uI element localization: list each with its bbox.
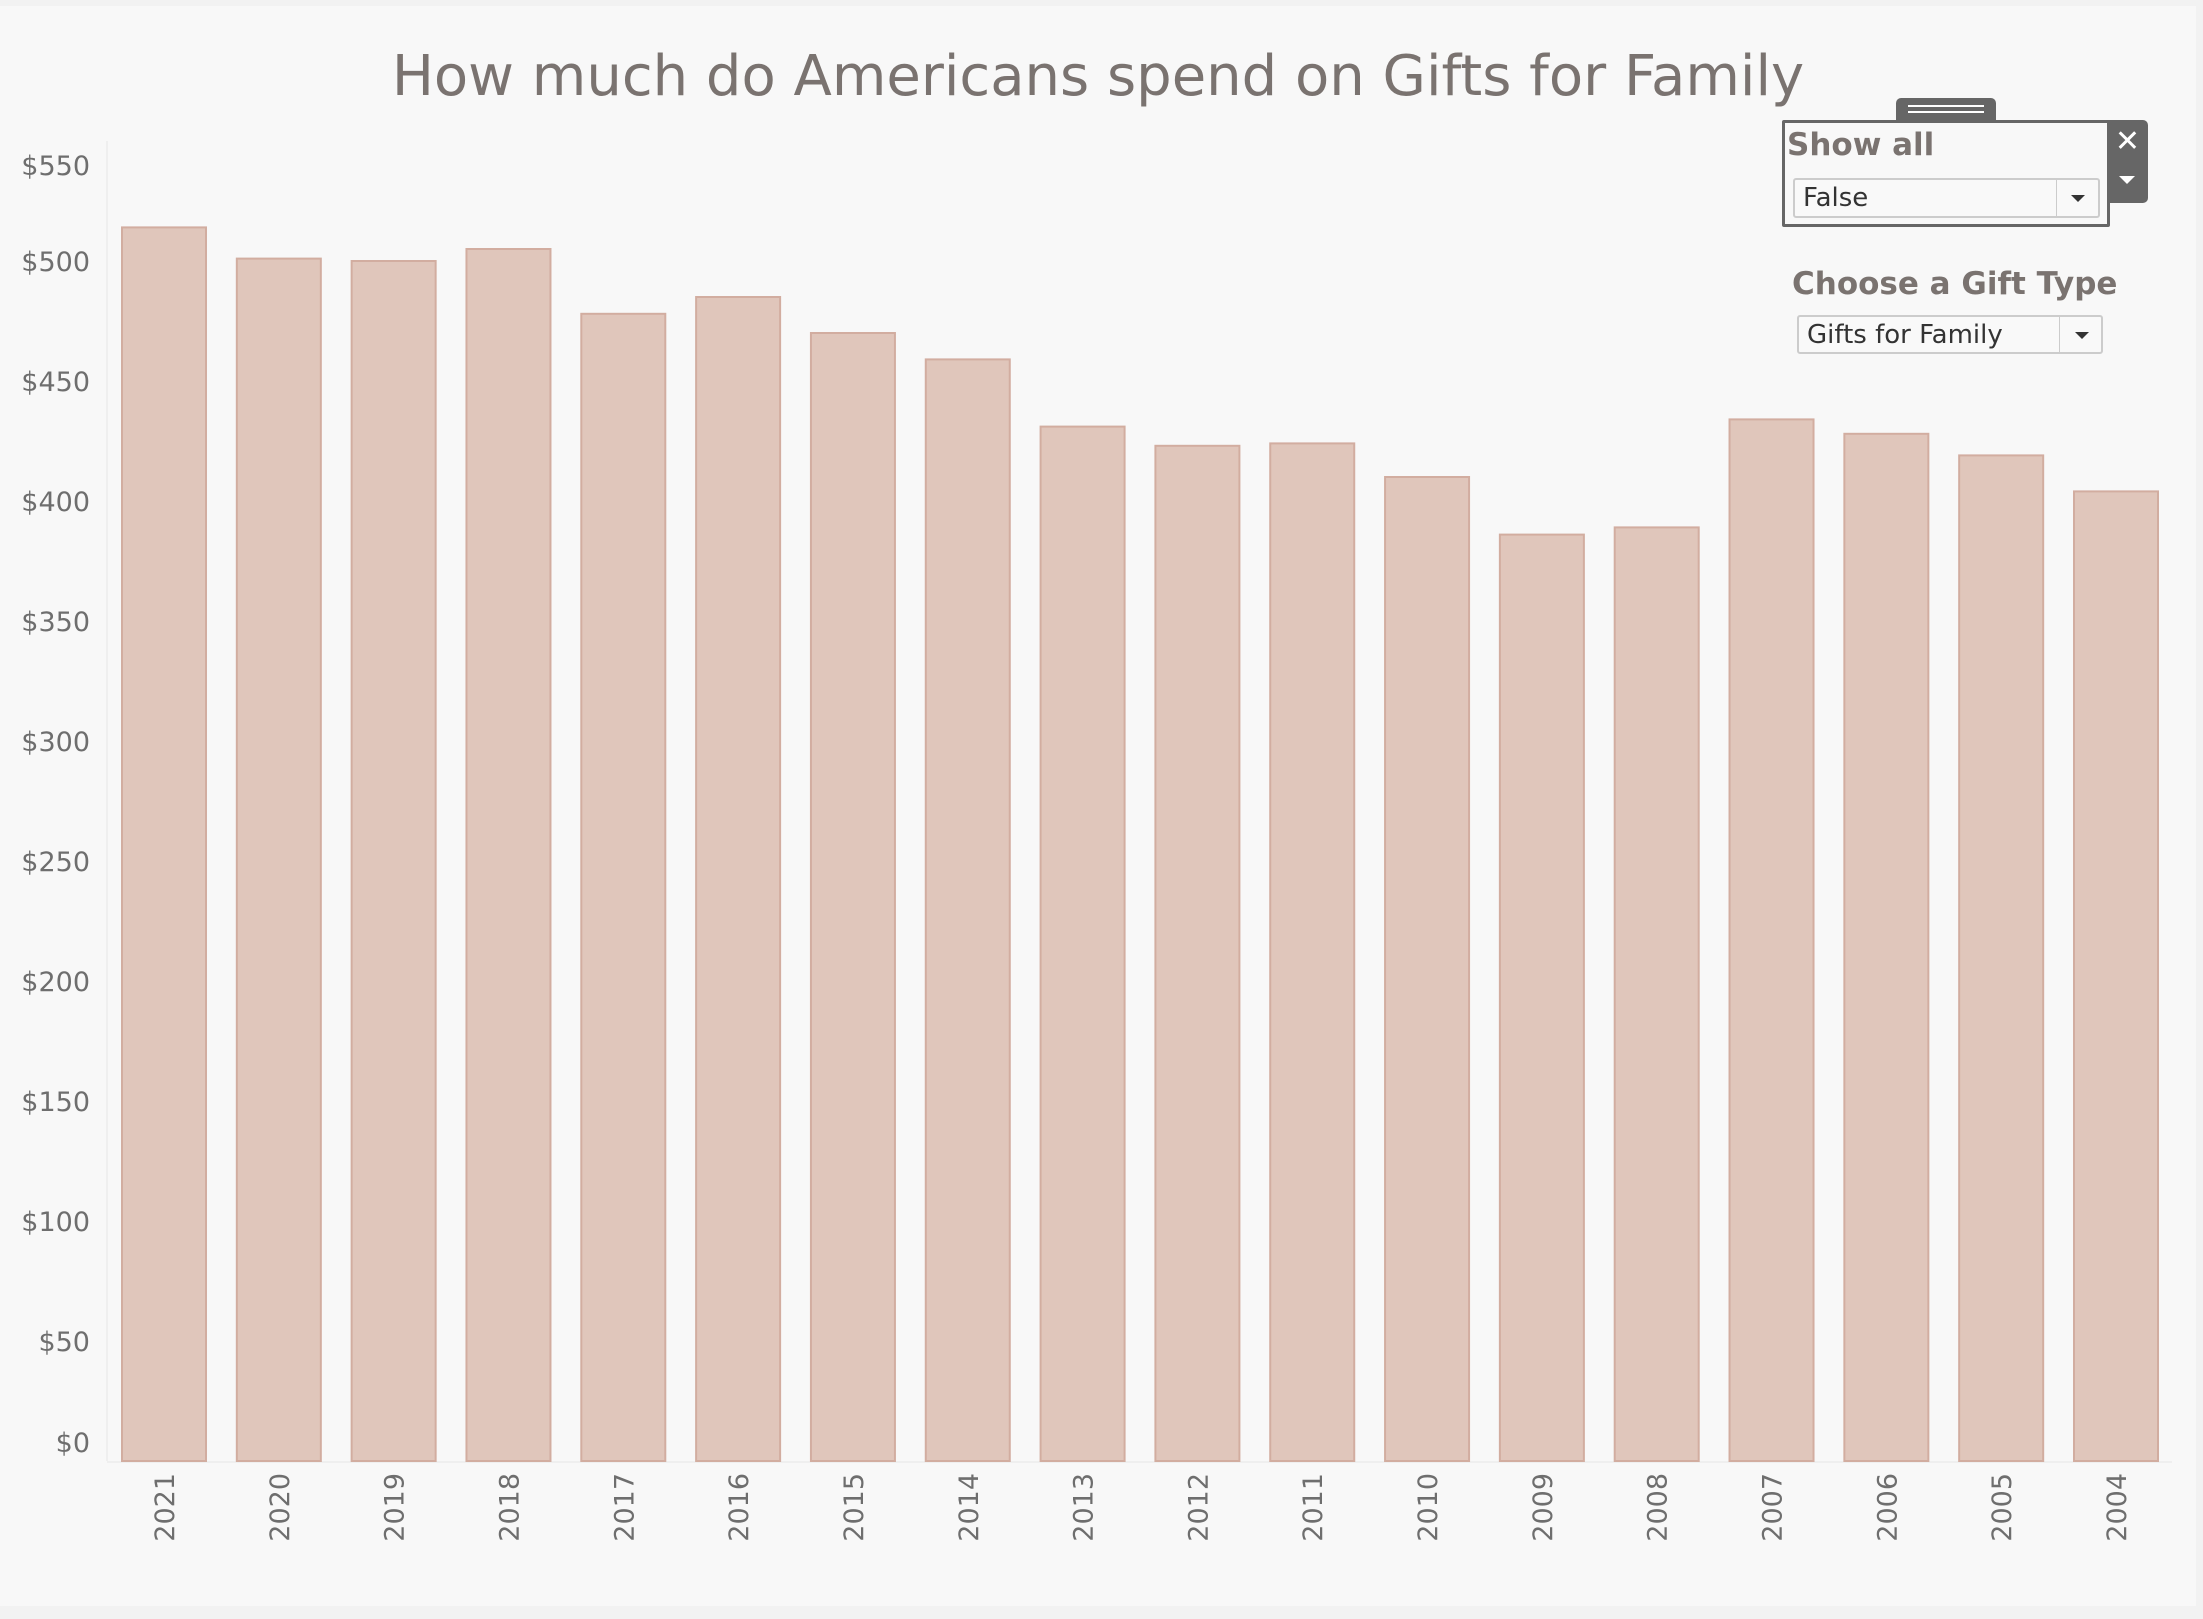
bar-2012[interactable]	[1154, 444, 1241, 1462]
x-tick-label: 2009	[1528, 1473, 1559, 1542]
x-tick-label: 2007	[1758, 1473, 1789, 1542]
show-all-parameter: Show all False	[1782, 120, 2110, 227]
x-tick-label: 2011	[1298, 1473, 1329, 1542]
y-tick-label: $50	[38, 1327, 90, 1358]
bar-2019[interactable]	[350, 260, 437, 1462]
bar-2010[interactable]	[1384, 476, 1471, 1462]
x-tick-label: 2016	[724, 1473, 755, 1542]
x-tick-label: 2018	[494, 1473, 525, 1542]
x-tick-label: 2020	[265, 1473, 296, 1542]
bar-2021[interactable]	[121, 226, 207, 1462]
bar-2008[interactable]	[1613, 526, 1700, 1462]
y-axis: $0 $50 $100 $150 $200 $250 $300 $350 $400 $450 $50…	[21, 151, 90, 1459]
bars	[121, 226, 2159, 1463]
y-tick-label: $0	[56, 1428, 90, 1459]
drag-handle[interactable]	[1896, 98, 1996, 122]
gift-type-value: Gifts for Family	[1807, 319, 2003, 350]
bar-2013[interactable]	[1039, 425, 1126, 1463]
dropdown-divider	[2056, 180, 2057, 216]
x-tick-label: 2014	[954, 1473, 985, 1542]
y-tick-label: $450	[21, 367, 90, 398]
x-tick-label: 2015	[839, 1473, 870, 1542]
bar-2009[interactable]	[1498, 533, 1585, 1462]
grip-line	[1908, 105, 1984, 107]
x-tick-label: 2013	[1069, 1473, 1100, 1542]
y-tick-label: $400	[21, 487, 90, 518]
bar-2005[interactable]	[1958, 454, 2045, 1462]
x-tick-label: 2019	[380, 1473, 411, 1542]
x-tick-label: 2010	[1413, 1473, 1444, 1542]
bar-2014[interactable]	[924, 358, 1011, 1462]
close-icon[interactable]: ✕	[2114, 124, 2141, 159]
chart-title: How much do Americans spend on Gifts for…	[391, 44, 1805, 109]
x-axis: 2021 2020 2019 2018 2017 2016 2015 2014 2013 2012…	[150, 1473, 2133, 1542]
y-tick-label: $150	[21, 1087, 90, 1118]
bar-2015[interactable]	[809, 332, 896, 1462]
y-tick-label: $500	[21, 247, 90, 278]
bar-2007[interactable]	[1728, 418, 1815, 1462]
dropdown-divider	[2059, 317, 2060, 352]
y-tick-label: $100	[21, 1207, 90, 1238]
x-tick-label: 2008	[1643, 1473, 1674, 1542]
x-tick-label: 2021	[150, 1473, 181, 1542]
grip-line	[1908, 111, 1984, 113]
bar-2011[interactable]	[1269, 442, 1356, 1462]
bar-2004[interactable]	[2073, 490, 2159, 1462]
y-tick-label: $350	[21, 607, 90, 638]
y-tick-label: $550	[21, 151, 90, 182]
more-options-icon[interactable]	[2119, 176, 2135, 184]
y-tick-label: $200	[21, 967, 90, 998]
bar-2016[interactable]	[695, 296, 782, 1462]
chevron-down-icon	[2075, 331, 2089, 339]
x-tick-label: 2005	[1987, 1473, 2018, 1542]
x-tick-label: 2006	[1872, 1473, 1903, 1542]
bar-2020[interactable]	[235, 257, 322, 1463]
show-all-label: Show all	[1787, 127, 1935, 163]
show-all-dropdown[interactable]: False	[1793, 178, 2100, 218]
gift-type-dropdown[interactable]: Gifts for Family	[1797, 315, 2103, 354]
bar-2018[interactable]	[465, 248, 552, 1462]
bar-2006[interactable]	[1843, 432, 1930, 1462]
bar-2017[interactable]	[580, 312, 667, 1462]
show-all-value: False	[1803, 183, 1869, 213]
x-tick-label: 2004	[2102, 1473, 2133, 1542]
x-tick-label: 2012	[1183, 1473, 1214, 1542]
chevron-down-icon	[2071, 195, 2085, 202]
x-tick-label: 2017	[609, 1473, 640, 1542]
y-tick-label: $250	[21, 847, 90, 878]
widget-menu-panel: ✕	[2107, 120, 2148, 203]
gift-type-label: Choose a Gift Type	[1792, 266, 2118, 302]
y-tick-label: $300	[21, 727, 90, 758]
